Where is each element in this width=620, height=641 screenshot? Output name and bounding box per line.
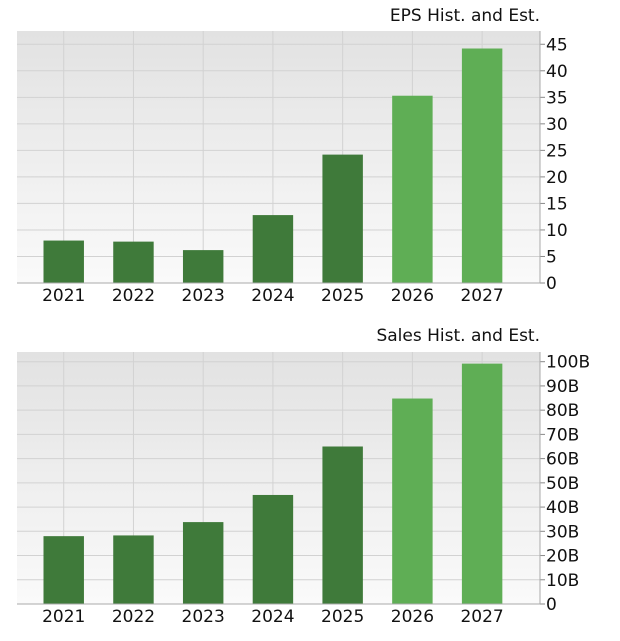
sales-y-tick-label: 0 bbox=[546, 595, 557, 615]
eps-y-tick-label: 40 bbox=[546, 62, 568, 82]
sales-y-tick-label: 90B bbox=[546, 377, 579, 397]
sales-y-tick-label: 50B bbox=[546, 474, 579, 494]
eps-y-tick-label: 25 bbox=[546, 141, 568, 161]
eps-x-tick-label: 2026 bbox=[391, 286, 434, 306]
sales-bar-2024 bbox=[252, 494, 294, 604]
eps-bar-2024 bbox=[252, 215, 294, 283]
sales-x-tick-label: 2021 bbox=[42, 607, 85, 627]
eps-bar-2021 bbox=[43, 240, 84, 283]
sales-chart: 0 10B 20B 30B 40B 50B 60B 70B 80B 90B 100B 2021 2022… bbox=[17, 352, 590, 627]
sales-x-tick-label: 2022 bbox=[112, 607, 155, 627]
sales-y-tick-label: 70B bbox=[546, 425, 579, 445]
sales-y-tick-label: 10B bbox=[546, 571, 579, 591]
sales-bar-2021 bbox=[43, 536, 84, 604]
eps-x-tick-label: 2024 bbox=[251, 286, 294, 306]
sales-y-tick-label: 20B bbox=[546, 547, 579, 567]
sales-chart-title: Sales Hist. and Est. bbox=[376, 326, 540, 346]
eps-x-tick-label: 2023 bbox=[182, 286, 225, 306]
eps-bar-2022 bbox=[113, 241, 154, 283]
sales-y-tick-label: 100B bbox=[546, 353, 590, 373]
sales-x-tick-label: 2025 bbox=[321, 607, 364, 627]
eps-y-tick-label: 5 bbox=[546, 247, 557, 267]
sales-bar-2023 bbox=[182, 522, 224, 604]
sales-x-tick-label: 2024 bbox=[251, 607, 294, 627]
eps-x-tick-label: 2025 bbox=[321, 286, 364, 306]
sales-x-tick-label: 2027 bbox=[460, 607, 503, 627]
eps-y-tick-label: 10 bbox=[546, 221, 568, 241]
eps-bar-2023 bbox=[182, 250, 224, 283]
sales-bar-2027 bbox=[461, 363, 503, 604]
sales-y-tick-label: 60B bbox=[546, 450, 579, 470]
sales-x-tick-label: 2026 bbox=[391, 607, 434, 627]
eps-chart-title: EPS Hist. and Est. bbox=[389, 6, 540, 26]
eps-x-tick-label: 2027 bbox=[460, 286, 503, 306]
sales-bar-2026 bbox=[392, 398, 433, 604]
sales-y-tick-label: 30B bbox=[546, 522, 579, 542]
sales-y-tick-label: 40B bbox=[546, 498, 579, 518]
eps-y-tick-label: 45 bbox=[546, 35, 568, 55]
eps-bar-2026 bbox=[392, 95, 433, 283]
eps-y-tick-label: 0 bbox=[546, 274, 557, 294]
eps-y-tick-label: 30 bbox=[546, 115, 568, 135]
eps-bar-2025 bbox=[322, 154, 363, 283]
eps-y-tick-label: 35 bbox=[546, 88, 568, 108]
eps-chart-block: EPS Hist. and Est. 0 5 10 15 20 25 30 35 40 45 202… bbox=[0, 0, 620, 320]
eps-bar-2027 bbox=[461, 48, 503, 283]
sales-y-tick-label: 80B bbox=[546, 401, 579, 421]
eps-x-tick-label: 2022 bbox=[112, 286, 155, 306]
eps-y-tick-label: 20 bbox=[546, 168, 568, 188]
sales-bar-2022 bbox=[113, 535, 154, 604]
eps-y-tick-label: 15 bbox=[546, 194, 568, 214]
sales-x-tick-label: 2023 bbox=[182, 607, 225, 627]
sales-chart-block: Sales Hist. and Est. 0 10B 20B 30B 40B 50B 60B… bbox=[0, 320, 620, 641]
eps-x-tick-label: 2021 bbox=[42, 286, 85, 306]
sales-bar-2025 bbox=[322, 446, 363, 604]
